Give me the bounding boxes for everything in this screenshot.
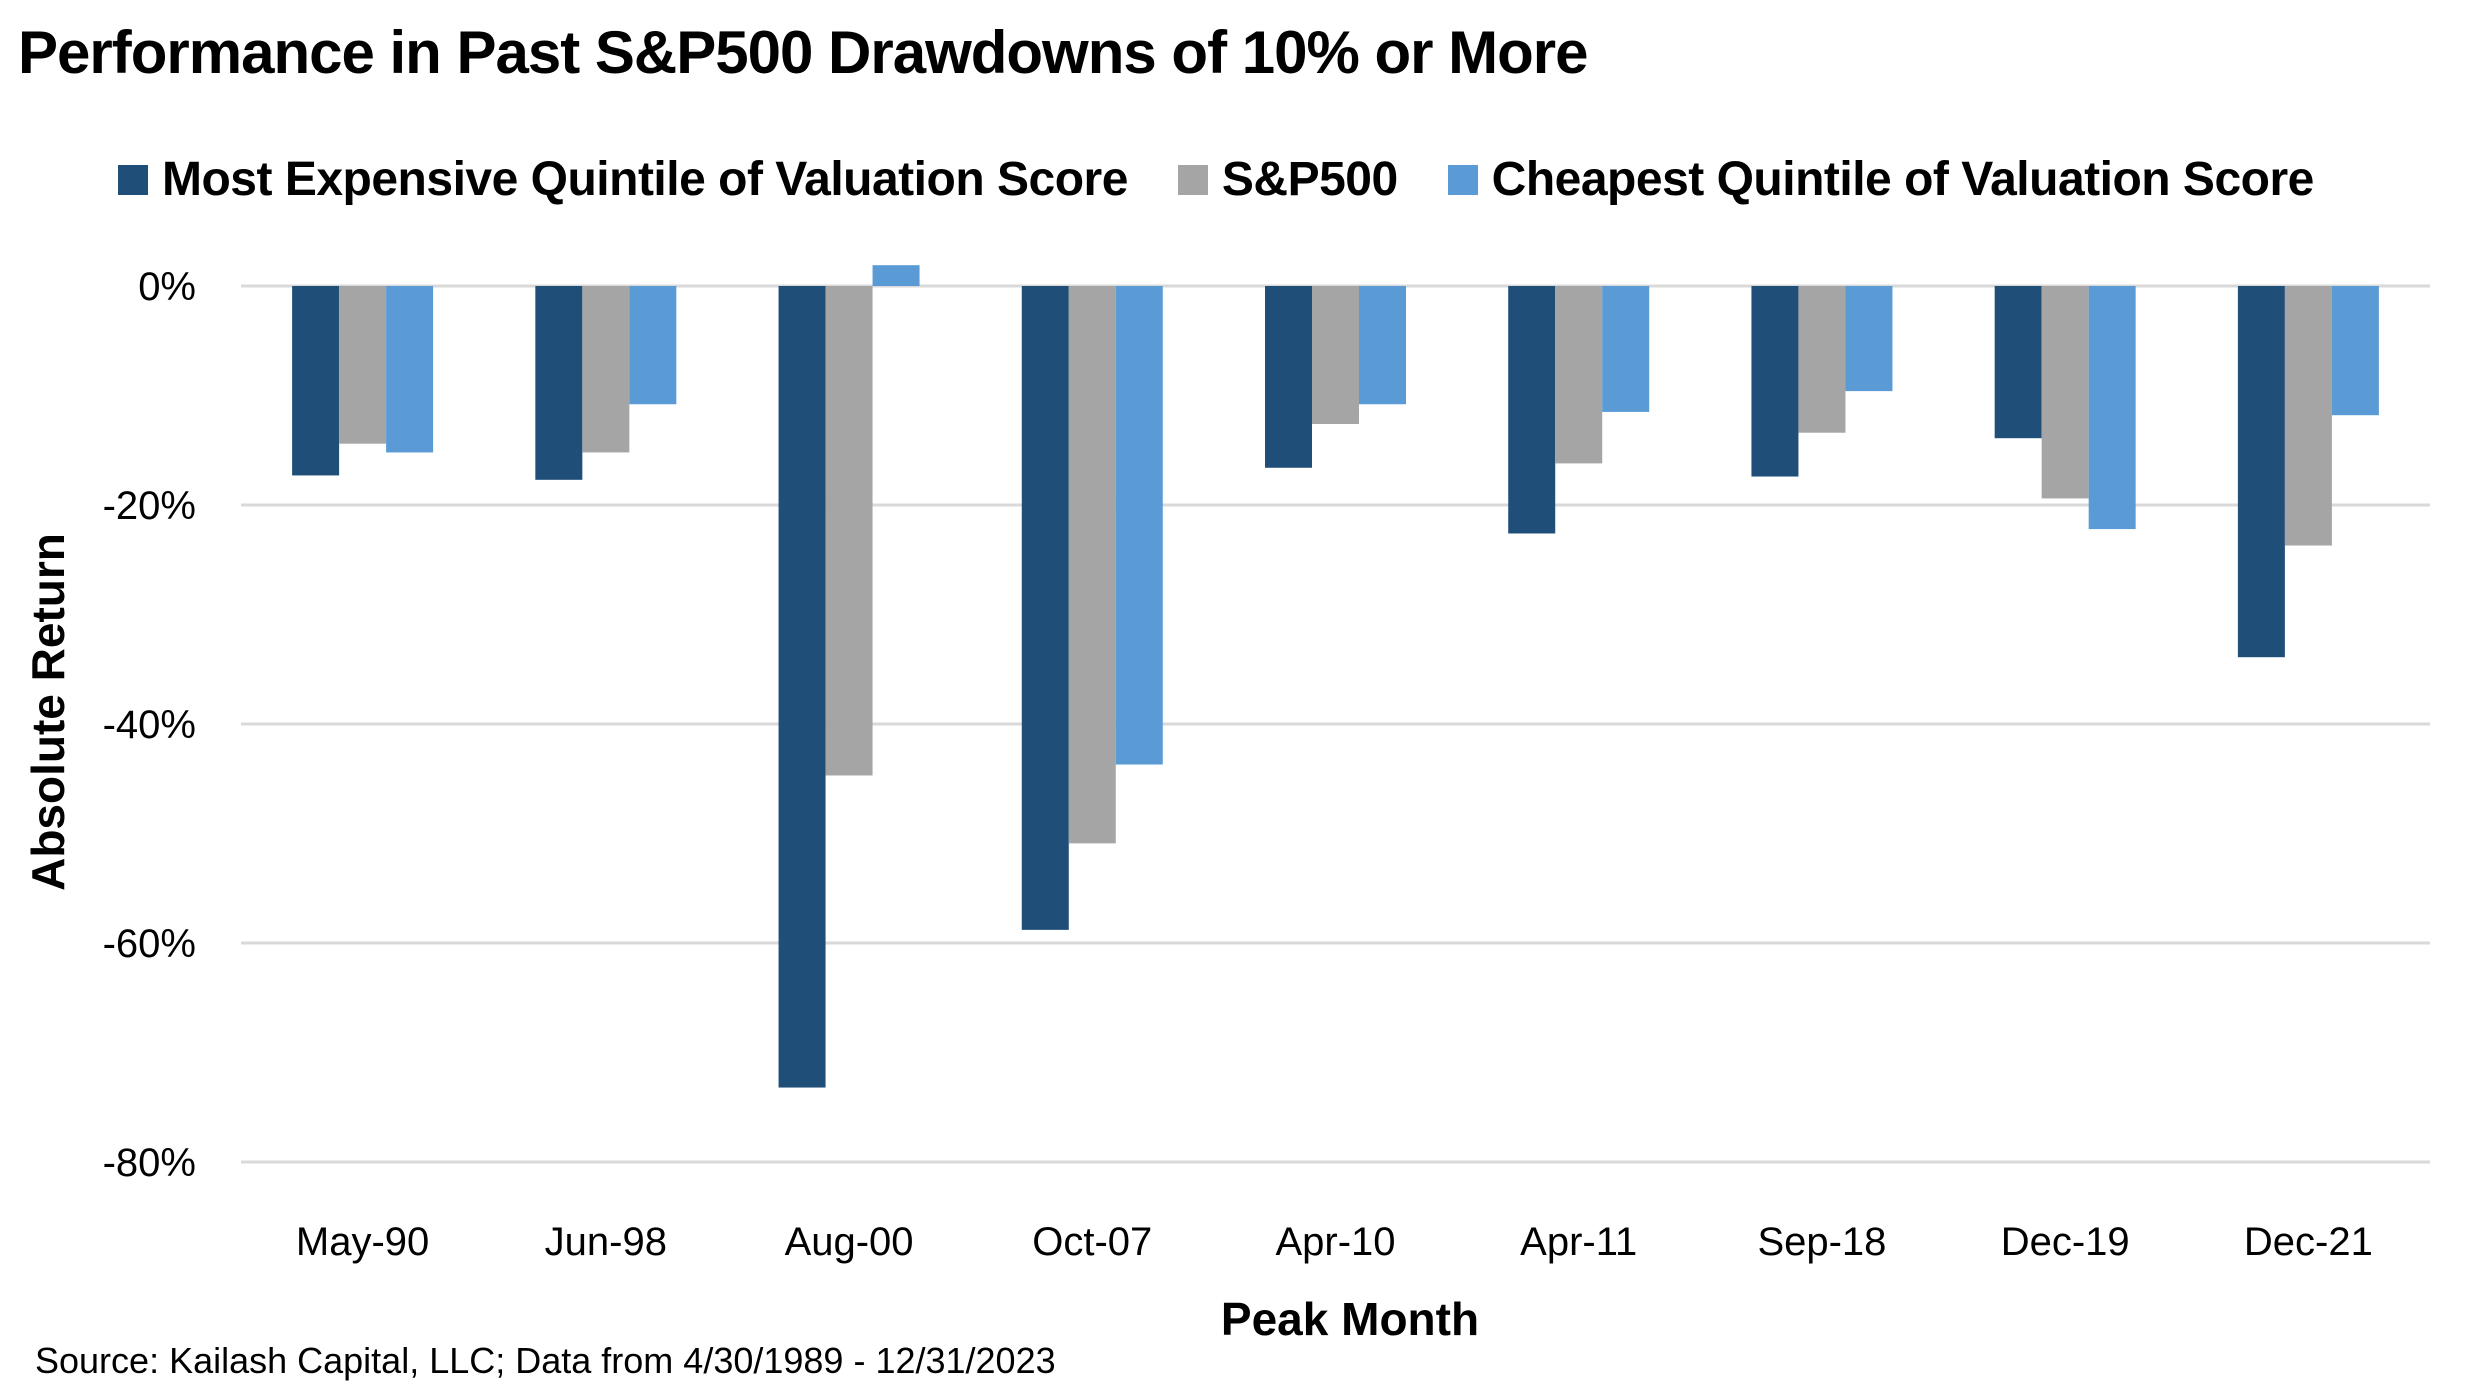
x-axis-ticks: May-90 Jun-98 Aug-00 Oct-07 Apr-10 Apr-11 Sep-… (296, 1220, 2373, 1264)
y-tick-label: 0% (138, 265, 196, 309)
bar-jun-98-series-2 (629, 286, 677, 405)
bar-aug-00-series-0 (778, 286, 826, 1088)
bar-dec-21-series-2 (2331, 286, 2379, 416)
bar-apr-11-series-2 (1602, 286, 1650, 412)
legend-item-cheapest: Cheapest Quintile of Valuation Score (1447, 152, 2315, 207)
bar-apr-10-series-0 (1265, 286, 1312, 468)
y-axis-title: Absolute Return (22, 533, 74, 891)
bar-jun-98-series-1 (582, 286, 630, 453)
bar-sep-18-series-2 (1845, 286, 1893, 392)
x-tick-label: Sep-18 (1757, 1220, 1886, 1264)
bar-jun-98-series-0 (535, 286, 583, 480)
bar-sep-18-series-0 (1751, 286, 1799, 477)
y-tick-label: -60% (103, 922, 196, 966)
bar-may-90-series-1 (339, 286, 387, 444)
legend-swatch-cheapest (1447, 164, 1478, 195)
x-tick-label: Apr-11 (1520, 1220, 1637, 1264)
bar-may-90-series-2 (386, 286, 434, 453)
bar-dec-21-series-0 (2237, 286, 2285, 658)
x-axis-title: Peak Month (1221, 1293, 1479, 1345)
legend: Most Expensive Quintile of Valuation Sco… (118, 152, 2364, 207)
y-tick-label: -20% (103, 484, 196, 528)
bar-aug-00-series-1 (825, 286, 873, 776)
legend-label-sp500: S&P500 (1221, 153, 1398, 206)
x-tick-label: Dec-19 (2001, 1220, 2130, 1264)
x-tick-label: Oct-07 (1032, 1220, 1152, 1264)
x-tick-label: May-90 (296, 1220, 429, 1264)
legend-item-most-expensive: Most Expensive Quintile of Valuation Sco… (118, 152, 1128, 207)
chart-title: Performance in Past S&P500 Drawdowns of … (18, 19, 1588, 86)
bar-oct-07-series-0 (1021, 286, 1069, 930)
source-note: Source: Kailash Capital, LLC; Data from … (35, 1340, 1056, 1381)
x-tick-label: Dec-21 (2244, 1220, 2373, 1264)
legend-swatch-sp500 (1177, 164, 1208, 195)
x-tick-label: Jun-98 (545, 1220, 667, 1264)
bar-oct-07-series-1 (1068, 286, 1116, 844)
x-tick-label: Aug-00 (785, 1220, 914, 1264)
bar-may-90-series-0 (292, 286, 340, 476)
bar-oct-07-series-2 (1115, 286, 1163, 765)
legend-item-sp500: S&P500 (1177, 152, 1398, 207)
bar-dec-21-series-1 (2284, 286, 2332, 546)
legend-label-cheapest: Cheapest Quintile of Valuation Score (1491, 153, 2315, 206)
bar-dec-19-series-0 (1994, 286, 2042, 439)
bars (292, 265, 2379, 1088)
y-axis-ticks: 0% -20% -40% -60% -80% (103, 265, 196, 1185)
bar-dec-19-series-1 (2041, 286, 2089, 499)
legend-swatch-most-expensive (118, 164, 148, 195)
bar-apr-10-series-1 (1312, 286, 1359, 424)
y-tick-label: -40% (103, 703, 196, 747)
x-tick-label: Apr-10 (1275, 1220, 1395, 1264)
bar-dec-19-series-2 (2088, 286, 2136, 530)
bar-apr-10-series-2 (1359, 286, 1406, 405)
y-tick-label: -80% (103, 1141, 196, 1185)
bar-sep-18-series-1 (1798, 286, 1846, 433)
legend-label-most-expensive: Most Expensive Quintile of Valuation Sco… (162, 153, 1128, 206)
bar-apr-11-series-1 (1555, 286, 1603, 464)
bar-aug-00-series-2 (872, 265, 920, 286)
bar-apr-11-series-0 (1508, 286, 1556, 534)
